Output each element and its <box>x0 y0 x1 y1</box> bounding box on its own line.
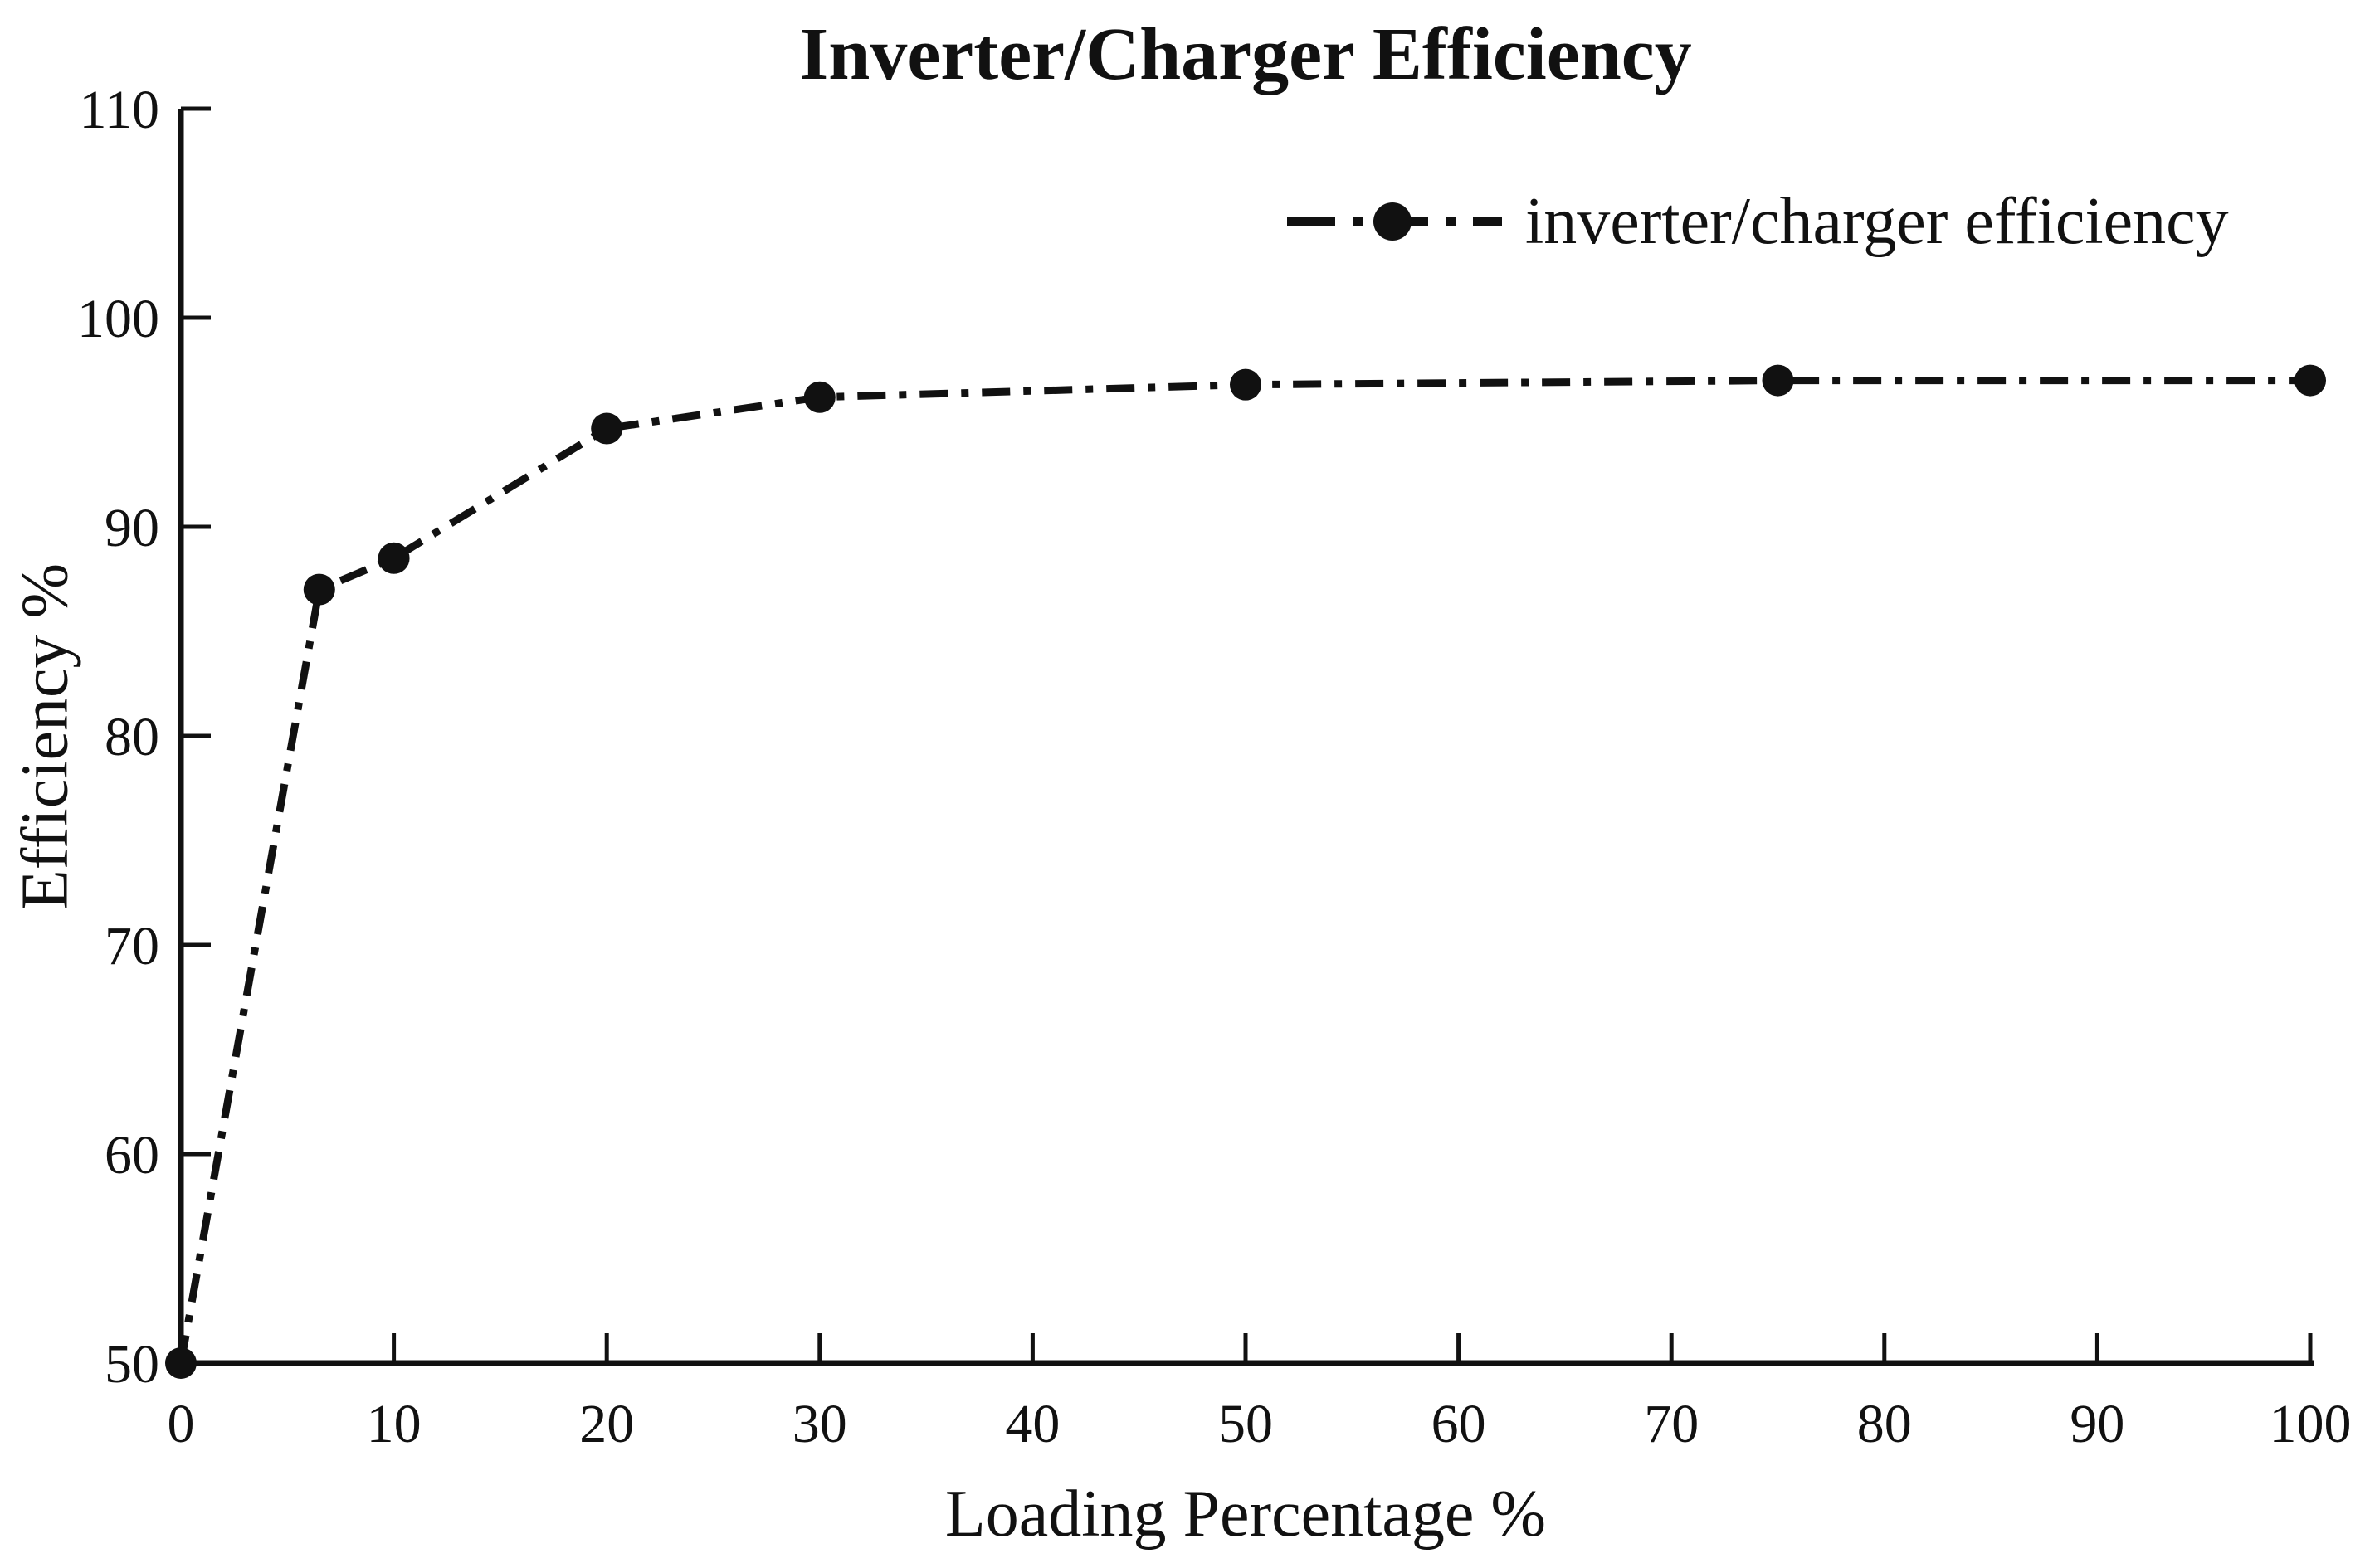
legend-label: inverter/charger efficiency <box>1525 185 2229 258</box>
x-tick-label-90: 90 <box>2070 1394 2124 1454</box>
y-tick-label-60: 60 <box>105 1125 159 1186</box>
x-tick-label-30: 30 <box>792 1394 847 1454</box>
series-0-line <box>177 377 2310 1364</box>
y-tick-label-50: 50 <box>105 1334 159 1395</box>
legend-circle-marker <box>1373 202 1412 241</box>
x-tick-label-60: 60 <box>1431 1394 1486 1454</box>
legend: inverter/charger efficiency <box>1282 185 2229 258</box>
y-axis-title: Efficiency % <box>8 562 82 911</box>
series-0-marker-1 <box>303 573 335 606</box>
y-tick-label-110: 110 <box>79 80 159 140</box>
x-axis-title: Loading Percentage % <box>944 1478 1547 1551</box>
x-tick-label-80: 80 <box>1857 1394 1912 1454</box>
series-0-marker-0 <box>165 1347 197 1379</box>
y-tick-label-90: 90 <box>105 498 159 558</box>
x-tick-label-50: 50 <box>1218 1394 1273 1454</box>
legend-line-sample <box>1287 202 1502 241</box>
y-tick-label-80: 80 <box>105 707 159 767</box>
x-tick-label-40: 40 <box>1005 1394 1060 1454</box>
series-0-marker-6 <box>1762 364 1794 397</box>
x-tick-label-10: 10 <box>367 1394 422 1454</box>
series-0-marker-4 <box>803 381 836 413</box>
series-0-marker-2 <box>378 542 410 574</box>
x-tick-label-70: 70 <box>1644 1394 1699 1454</box>
series-0-marker-3 <box>591 412 623 445</box>
x-tick-label-0: 0 <box>168 1394 195 1454</box>
series-0-marker-5 <box>1230 368 1261 401</box>
y-tick-label-70: 70 <box>105 916 159 976</box>
series-0-marker-7 <box>2294 364 2326 397</box>
y-tick-label-100: 100 <box>77 289 159 349</box>
chart-title: Inverter/Charger Efficiency <box>799 13 1692 95</box>
x-tick-label-100: 100 <box>2270 1394 2352 1454</box>
x-tick-label-20: 20 <box>579 1394 634 1454</box>
